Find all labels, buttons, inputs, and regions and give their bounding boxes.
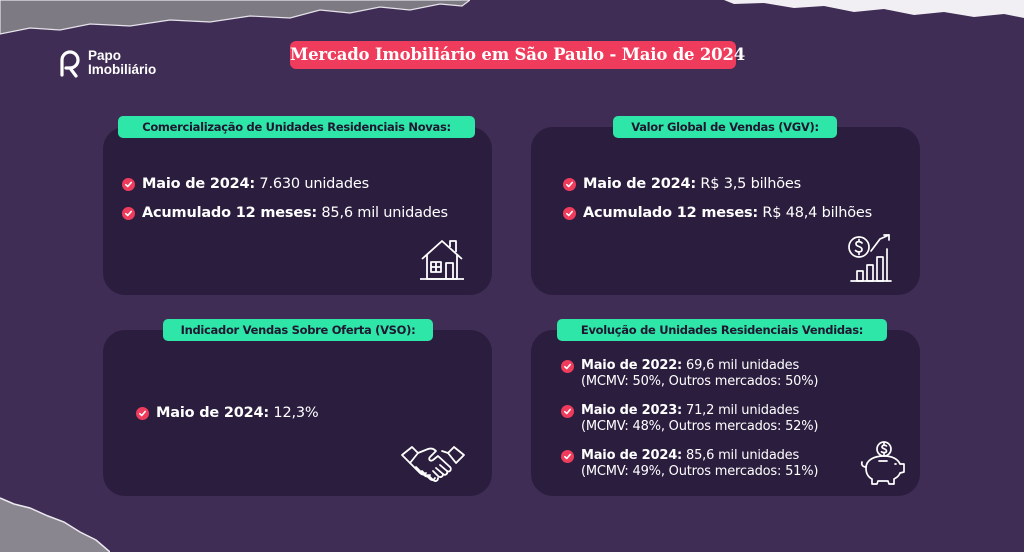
card-vgv-tag: Valor Global de Vendas (VGV):	[613, 116, 837, 138]
house-icon	[420, 240, 464, 280]
torn-paper-top-left	[0, 0, 470, 35]
brand-logo-icon	[60, 50, 80, 78]
check-icon	[561, 360, 574, 373]
item-label: Maio de 2024:	[156, 405, 270, 421]
money-growth-icon	[848, 234, 892, 282]
item-value: 71,2 mil unidades	[682, 403, 800, 418]
list-item: Maio de 2024: 7.630 unidades	[122, 175, 369, 194]
brand-name-line2: Imobiliário	[88, 62, 157, 77]
item-label: Maio de 2024:	[142, 176, 256, 192]
item-value: R$ 3,5 bilhões	[696, 176, 802, 192]
item-label: Maio de 2022:	[581, 358, 683, 373]
card-evolution	[531, 330, 920, 496]
item-value: 85,6 mil unidades	[316, 205, 448, 221]
card-vso-tag: Indicador Vendas Sobre Oferta (VSO):	[163, 319, 433, 341]
check-icon	[563, 178, 576, 191]
check-icon	[122, 207, 135, 220]
card-new-units-tag: Comercialização de Unidades Residenciais…	[118, 116, 475, 138]
list-item: Maio de 2023: 71,2 mil unidades (MCMV: 48…	[561, 403, 818, 435]
check-icon	[561, 450, 574, 463]
card-vso	[103, 330, 492, 496]
card-evolution-tag: Evolução de Unidades Residenciais Vendid…	[557, 319, 887, 341]
item-label: Acumulado 12 meses:	[583, 205, 758, 221]
handshake-icon	[401, 446, 465, 482]
check-icon	[122, 178, 135, 191]
check-icon	[561, 405, 574, 418]
list-item: Acumulado 12 meses: R$ 48,4 bilhões	[563, 204, 872, 223]
list-item: Maio de 2022: 69,6 mil unidades (MCMV: 50…	[561, 358, 818, 390]
item-value: 85,6 mil unidades	[682, 448, 800, 463]
check-icon	[136, 407, 149, 420]
piggy-bank-icon	[860, 441, 905, 485]
item-label: Maio de 2024:	[583, 176, 697, 192]
torn-paper-bottom-left	[0, 497, 110, 552]
page-title: Mercado Imobiliário em São Paulo - Maio …	[290, 41, 745, 69]
list-item: Maio de 2024: 85,6 mil unidades (MCMV: 49…	[561, 448, 818, 480]
card-vgv	[531, 127, 920, 295]
brand-logo: Papo Imobiliário	[54, 48, 156, 78]
item-value: R$ 48,4 bilhões	[757, 205, 872, 221]
item-value: 12,3%	[269, 405, 319, 421]
item-label: Acumulado 12 meses:	[142, 205, 317, 221]
list-item: Acumulado 12 meses: 85,6 mil unidades	[122, 204, 448, 223]
list-item: Maio de 2024: R$ 3,5 bilhões	[563, 175, 801, 194]
item-value: 7.630 unidades	[255, 176, 369, 192]
item-sub: (MCMV: 48%, Outros mercados: 52%)	[581, 419, 819, 434]
check-icon	[563, 207, 576, 220]
list-item: Maio de 2024: 12,3%	[136, 404, 319, 423]
brand-name-line1: Papo	[88, 48, 122, 63]
item-sub: (MCMV: 50%, Outros mercados: 50%)	[581, 374, 819, 389]
item-label: Maio de 2023:	[581, 403, 683, 418]
item-value: 69,6 mil unidades	[682, 358, 800, 373]
item-sub: (MCMV: 49%, Outros mercados: 51%)	[581, 464, 819, 479]
torn-paper-top-right	[724, 0, 1024, 18]
item-label: Maio de 2024:	[581, 448, 683, 463]
brand-name: Papo Imobiliário	[88, 49, 156, 77]
